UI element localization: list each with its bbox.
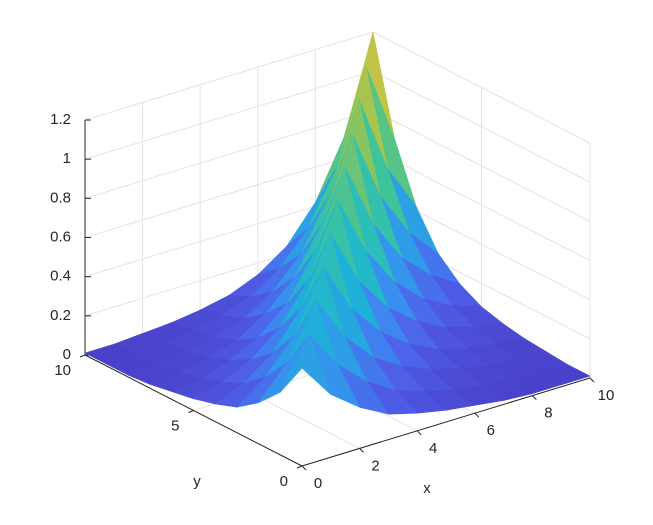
z-tick-label: 1.2 <box>50 111 71 128</box>
z-tick-label: 0 <box>63 346 71 363</box>
z-tick-label: 0.6 <box>50 228 71 245</box>
y-tick-label: 10 <box>54 362 71 379</box>
x-tick <box>589 377 595 383</box>
y-tick <box>188 410 194 413</box>
x-tick <box>474 412 480 418</box>
x-tick-label: 6 <box>487 422 495 439</box>
z-tick-label: 0.8 <box>50 189 71 206</box>
y-axis-label: y <box>193 473 201 490</box>
x-axis-line <box>301 377 591 467</box>
grid-line <box>84 31 374 121</box>
z-tick-label: 0.4 <box>50 268 71 285</box>
x-tick <box>416 430 422 436</box>
y-tick-label: 0 <box>280 473 288 490</box>
x-axis-label: x <box>423 480 431 497</box>
x-tick <box>301 465 307 471</box>
y-tick-label: 5 <box>171 417 179 434</box>
surface-patch <box>280 333 332 395</box>
y-tick <box>79 354 86 358</box>
grid-line <box>372 31 591 144</box>
grid-line <box>84 149 374 238</box>
x-tick-label: 0 <box>314 475 322 492</box>
z-tick-label: 0.2 <box>50 307 71 324</box>
grid-line <box>372 149 591 261</box>
grid-line <box>84 70 374 160</box>
grid-line <box>372 109 591 222</box>
grid-line <box>372 70 591 183</box>
z-tick-label: 1 <box>63 150 71 167</box>
grid-line <box>84 109 374 199</box>
x-tick-label: 8 <box>544 405 552 422</box>
x-tick-label: 10 <box>598 387 615 404</box>
x-tick <box>359 448 364 453</box>
x-tick-label: 4 <box>429 440 437 457</box>
y-tick <box>296 465 303 469</box>
x-tick <box>532 395 537 400</box>
x-tick-label: 2 <box>371 457 379 474</box>
